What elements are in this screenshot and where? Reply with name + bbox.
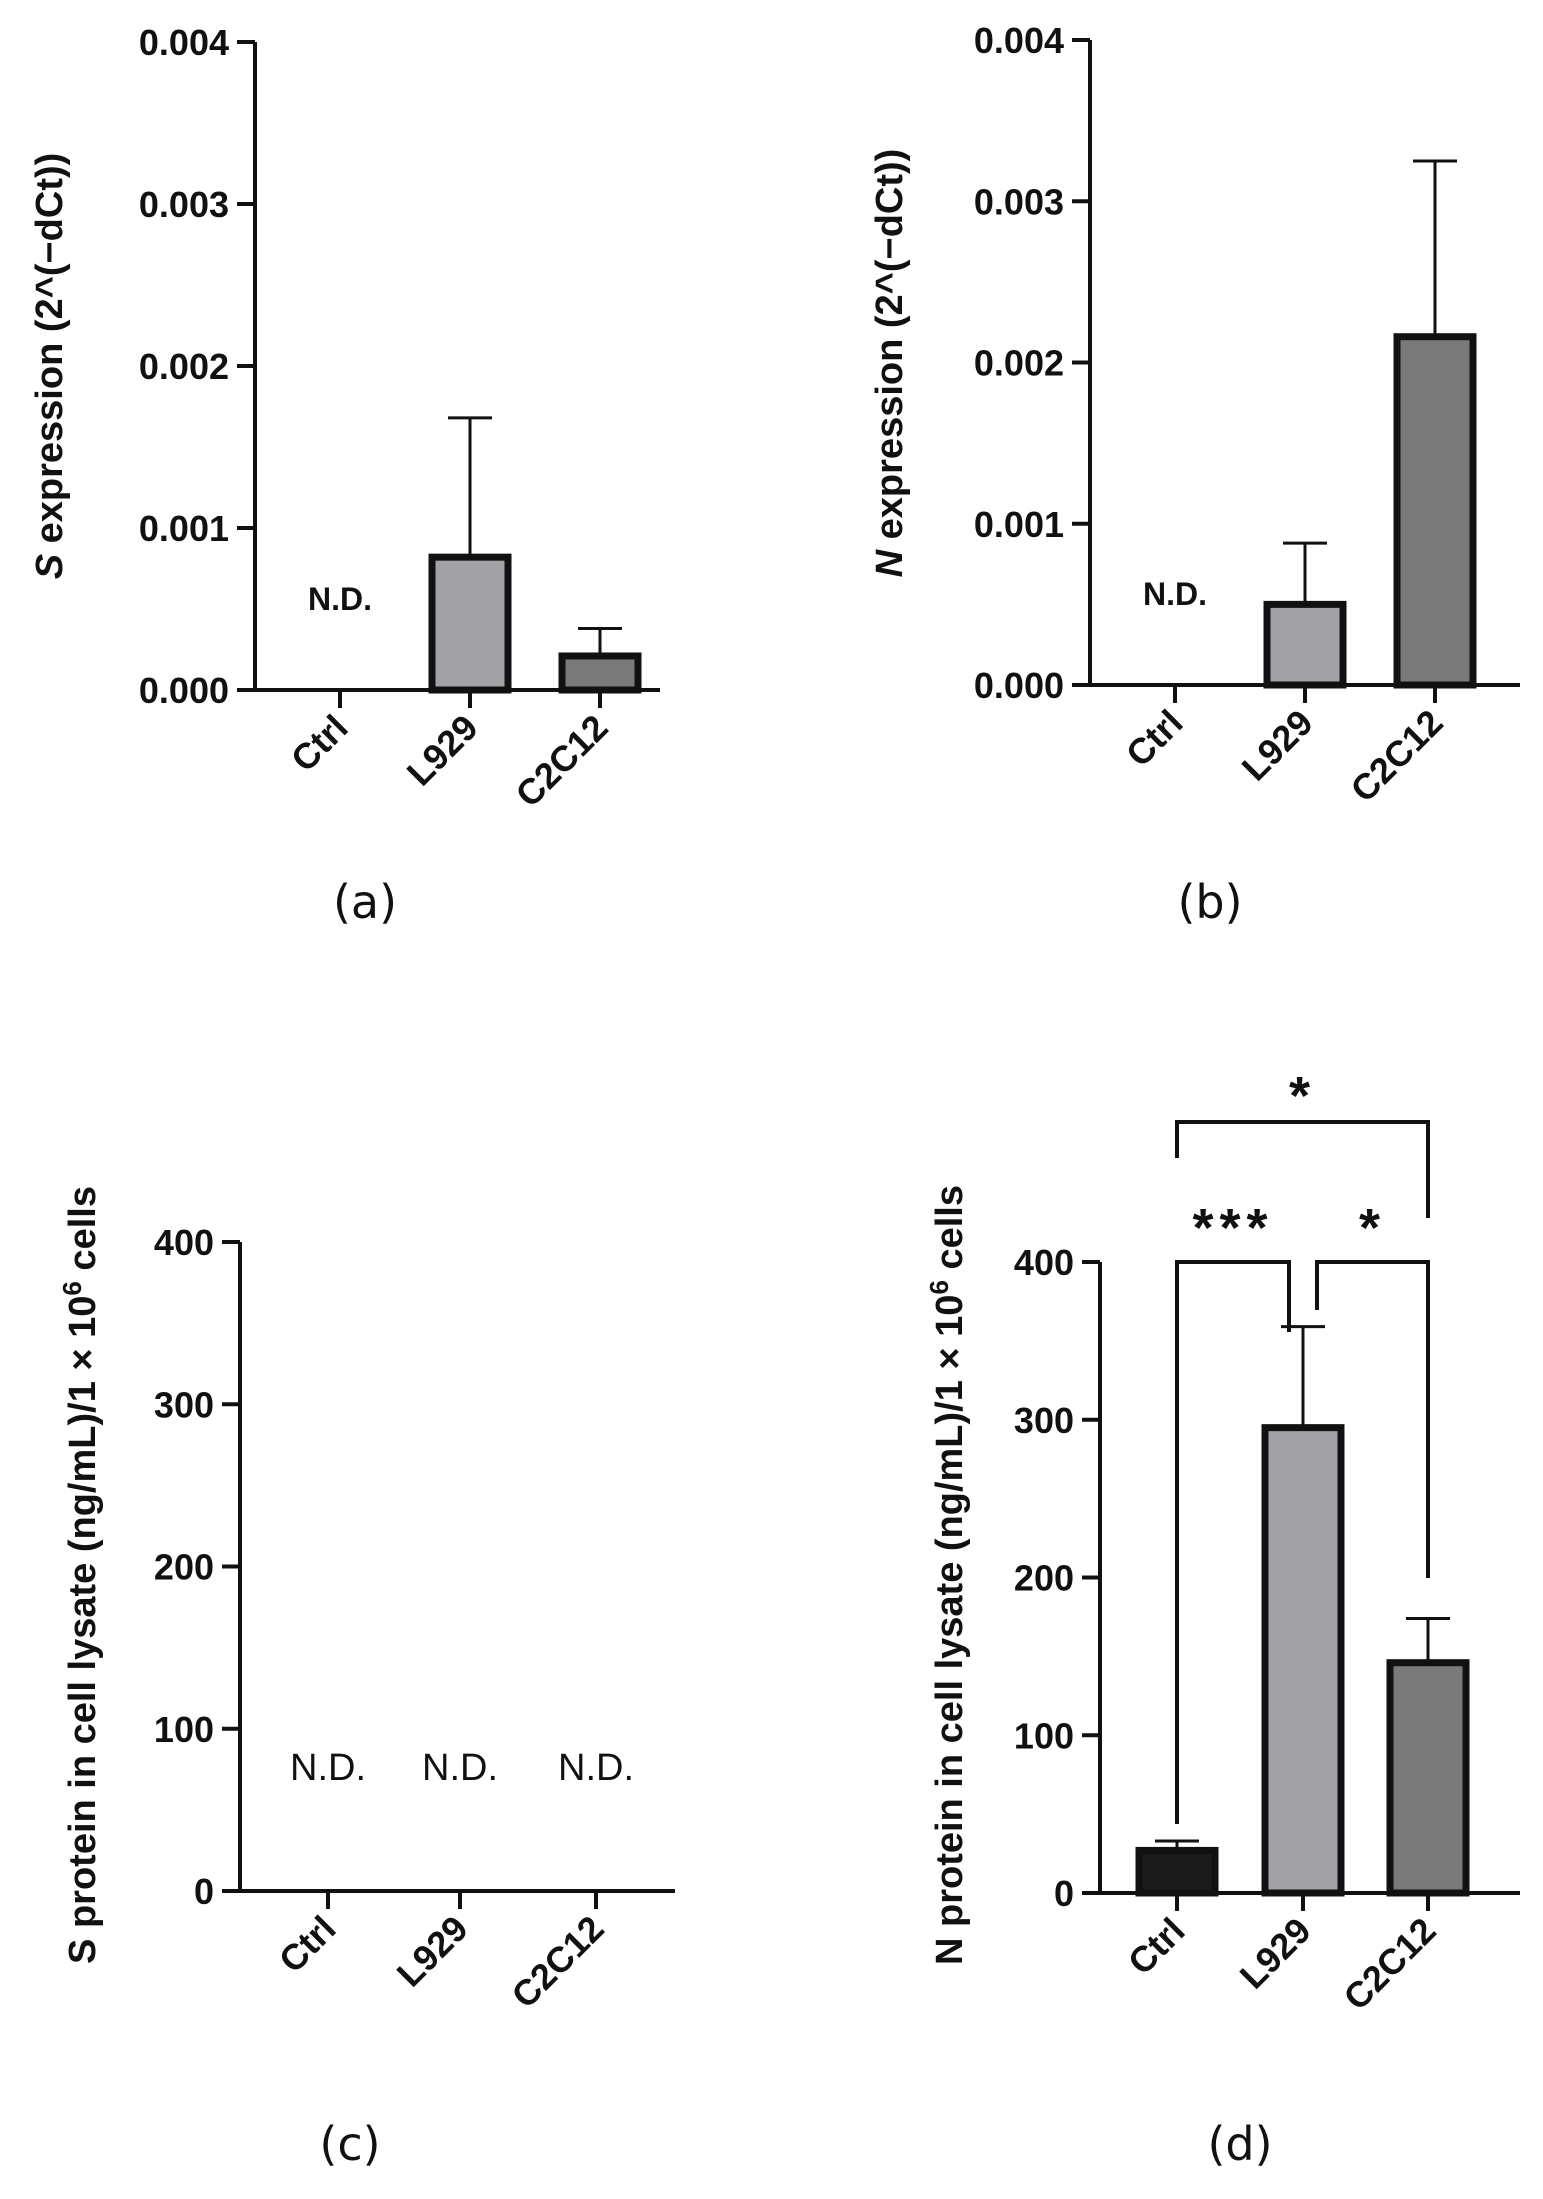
y-tick-label: 100 (154, 1709, 214, 1750)
y-axis-label-text: expression (2^(−dCt)) (869, 149, 911, 550)
bar (558, 652, 642, 694)
y-axis-label-unit: cells (929, 1185, 971, 1280)
panel-label: (c) (319, 2117, 380, 2171)
y-tick-label: 0.002 (139, 346, 229, 387)
y-tick-label: 300 (154, 1384, 214, 1425)
y-axis-label: S expression (2^(−dCt)) (29, 153, 71, 580)
x-tick-label: C2C12 (1342, 702, 1450, 810)
significance-label: *** (1192, 1198, 1273, 1258)
bar (1393, 333, 1477, 689)
y-axis-label: S protein in cell lysate (ng/mL)/1 × 106… (57, 1186, 104, 1964)
x-tick-label: C2C12 (1335, 1910, 1443, 2018)
y-tick-label: 100 (1014, 1715, 1074, 1756)
bar (428, 553, 512, 694)
y-tick-label: 300 (1014, 1400, 1074, 1441)
chart-panel-c: 0 100 200 300 400 Ctrl L929 C2C12 N.D. N.D. N.D. S … (57, 1186, 675, 2171)
y-tick-label: 0.002 (974, 343, 1064, 384)
y-axis-label-text: expression (2^(−dCt)) (29, 153, 71, 554)
y-axis-label: N expression (2^(−dCt)) (869, 149, 911, 578)
x-tick-label: L929 (389, 1908, 476, 1995)
x-tick-label: C2C12 (503, 1908, 611, 2016)
chart-panel-d: 0 100 200 300 400 Ctrl L929 C2C12 N protein in c… (924, 1066, 1520, 2171)
x-tick-label: Ctrl (283, 707, 356, 780)
bar (1386, 1659, 1470, 1897)
x-tick-label: Ctrl (1120, 1910, 1193, 1983)
y-tick-label: 0.000 (974, 665, 1064, 706)
y-tick-label: 0.003 (139, 184, 229, 225)
x-tick-label: L929 (1234, 702, 1321, 789)
y-tick-label: 200 (154, 1547, 214, 1588)
significance-bracket (1175, 1260, 1291, 1824)
significance-label: * (1289, 1066, 1316, 1126)
panel-label: (a) (333, 875, 397, 929)
not-detected-label: N.D. (290, 1747, 366, 1789)
y-axis-label-text: N protein in cell lysate (ng/mL)/1 × 10 (929, 1295, 971, 1965)
y-tick-label: 200 (1014, 1558, 1074, 1599)
bar (1263, 600, 1347, 689)
y-tick-label: 0.001 (139, 508, 229, 549)
y-axis-label-superscript: 6 (57, 1281, 87, 1295)
not-detected-label: N.D. (558, 1747, 634, 1789)
y-axis-label-text: S protein in cell lysate (ng/mL)/1 × 10 (62, 1296, 104, 1964)
x-tick-label: Ctrl (271, 1908, 344, 1981)
y-tick-label: 0.000 (139, 670, 229, 711)
panel-label: (d) (1207, 2117, 1272, 2171)
not-detected-label: N.D. (422, 1747, 498, 1789)
y-axis-label-gene: S (29, 554, 71, 579)
x-tick-label: L929 (399, 707, 486, 794)
bar (1261, 1424, 1345, 1897)
y-tick-label: 400 (154, 1222, 214, 1263)
significance-bracket (1175, 1120, 1430, 1218)
y-axis-label-unit: cells (62, 1186, 104, 1281)
y-axis-label-gene: N (869, 548, 911, 577)
x-tick-label: L929 (1232, 1910, 1319, 1997)
y-tick-label: 0.003 (974, 181, 1064, 222)
significance-bracket (1315, 1260, 1430, 1578)
x-tick-label: Ctrl (1118, 702, 1191, 775)
panel-label: (b) (1177, 875, 1242, 929)
y-tick-label: 400 (1014, 1242, 1074, 1283)
chart-panel-b: 0.000 0.001 0.002 0.003 0.004 Ctrl L929 C2C12 N.… (869, 20, 1520, 929)
y-axis-label: N protein in cell lysate (ng/mL)/1 × 106… (924, 1185, 971, 1965)
not-detected-label: N.D. (1143, 576, 1207, 612)
y-tick-label: 0.004 (139, 22, 229, 63)
x-tick-label: C2C12 (507, 707, 615, 815)
y-tick-label: 0.004 (974, 20, 1064, 61)
y-tick-label: 0 (194, 1871, 214, 1912)
y-axis-label-superscript: 6 (924, 1280, 954, 1294)
y-tick-label: 0.001 (974, 504, 1064, 545)
chart-panel-a: 0.000 0.001 0.002 0.003 0.004 Ctrl L929 C2C12 N.… (29, 22, 660, 929)
bar (1135, 1846, 1219, 1897)
y-tick-label: 0 (1054, 1873, 1074, 1914)
significance-label: * (1359, 1198, 1386, 1258)
not-detected-label: N.D. (308, 581, 372, 617)
